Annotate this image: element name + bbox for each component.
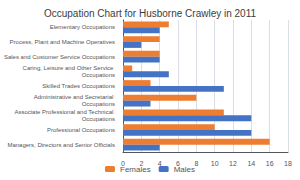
svg-text:Professional Occupations: Professional Occupations (47, 127, 115, 133)
svg-text:16: 16 (266, 160, 274, 167)
svg-text:18: 18 (284, 160, 292, 167)
svg-text:Caring, Leisure and Other Serv: Caring, Leisure and Other Service (23, 65, 115, 71)
svg-text:6: 6 (176, 160, 180, 167)
svg-text:10: 10 (211, 160, 219, 167)
svg-text:Occupations: Occupations (82, 101, 115, 107)
svg-text:Managers, Directors and Senior: Managers, Directors and Senior Officials (7, 142, 115, 148)
svg-text:Skilled Trades Occupations: Skilled Trades Occupations (42, 83, 115, 89)
svg-text:8: 8 (194, 160, 199, 167)
svg-text:2: 2 (139, 160, 144, 167)
svg-text:Administrative and Secretarial: Administrative and Secretarial (34, 94, 115, 100)
svg-text:12: 12 (229, 160, 237, 167)
svg-text:Males: Males (174, 165, 195, 174)
svg-text:Females: Females (120, 165, 151, 174)
svg-text:0: 0 (121, 160, 125, 167)
svg-text:Sales and Customer Service Occ: Sales and Customer Service Occupations (4, 54, 115, 60)
svg-text:Occupation Chart for Husborne: Occupation Chart for Husborne Crawley in… (44, 8, 257, 19)
svg-text:Elementary Occupations: Elementary Occupations (50, 24, 115, 30)
svg-text:4: 4 (158, 160, 162, 167)
svg-text:Occupations: Occupations (82, 72, 115, 78)
svg-text:Occupations: Occupations (82, 116, 115, 122)
svg-text:Process, Plant and Machine Ope: Process, Plant and Machine Operatives (10, 39, 115, 45)
svg-text:14: 14 (247, 160, 255, 167)
svg-text:Associate Professional and Tec: Associate Professional and Technical (14, 109, 115, 115)
